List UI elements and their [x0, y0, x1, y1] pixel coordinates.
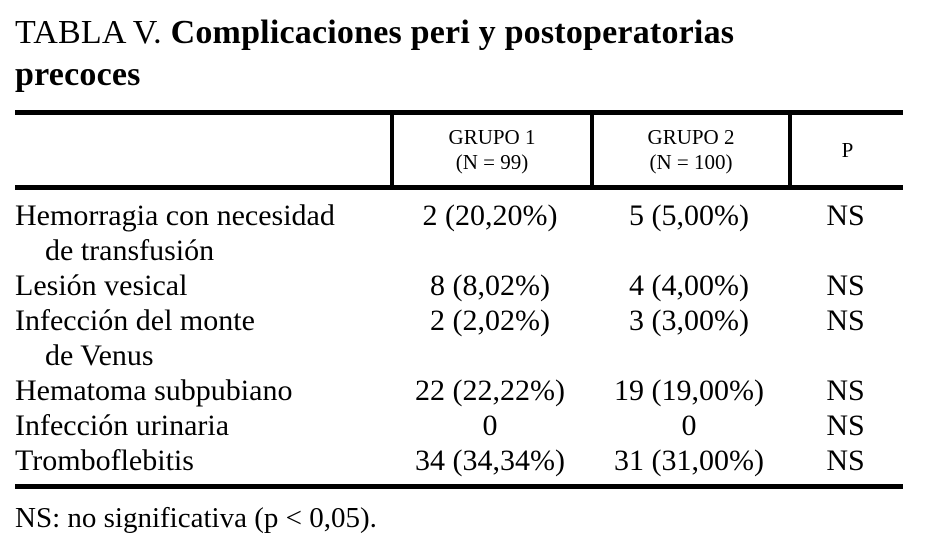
- row-label-cell: Infección urinaria: [15, 408, 390, 443]
- complications-table: GRUPO 1 (N = 99) GRUPO 2 (N = 100) P Hem…: [15, 110, 903, 489]
- row-label-line1: Infección urinaria: [15, 409, 230, 442]
- table-header-row: GRUPO 1 (N = 99) GRUPO 2 (N = 100) P: [15, 115, 903, 190]
- grupo2-value: 4 (4,00%): [629, 269, 749, 302]
- table-title-text: Complicaciones peri y postoperatorias pr…: [15, 14, 735, 93]
- table-number-label: TABLA V.: [15, 14, 162, 51]
- row-label-line1: Lesión vesical: [15, 269, 188, 302]
- row-label-cell: Lesión vesical: [15, 268, 390, 303]
- row-label-cell: Tromboflebitis: [15, 443, 390, 478]
- row-label-line1: Hematoma subpubiano: [15, 374, 293, 407]
- grupo2-value: 5 (5,00%): [629, 199, 749, 232]
- grupo2-value: 31 (31,00%): [614, 444, 764, 477]
- table-row: Infección del monte de Venus 2 (2,02%) 3…: [15, 303, 903, 373]
- header-cell-p: P: [788, 115, 903, 185]
- grupo1-value: 34 (34,34%): [415, 444, 565, 477]
- grupo2-value: 0: [681, 409, 697, 442]
- paper-table-page: TABLA V. Complicaciones peri y postopera…: [15, 12, 903, 534]
- grupo1-value: 2 (2,02%): [430, 304, 550, 337]
- header-sublabel: (N = 99): [455, 150, 529, 174]
- header-cell-empty: [15, 115, 390, 185]
- p-value: NS: [826, 304, 865, 337]
- row-label-cell: Infección del monte de Venus: [15, 303, 390, 373]
- grupo1-value: 8 (8,02%): [430, 269, 550, 302]
- p-value: NS: [826, 269, 865, 302]
- p-value: NS: [826, 444, 865, 477]
- header-sublabel: (N = 100): [649, 150, 733, 174]
- header-cell-grupo1: GRUPO 1 (N = 99): [390, 115, 590, 185]
- p-value: NS: [826, 374, 865, 407]
- header-label: GRUPO 1: [448, 125, 536, 149]
- row-label-line1: Infección del monte: [15, 304, 255, 337]
- grupo2-value: 3 (3,00%): [629, 304, 749, 337]
- header-label: P: [841, 137, 854, 162]
- table-row: Tromboflebitis 34 (34,34%) 31 (31,00%) N…: [15, 443, 903, 478]
- table-body: Hemorragia con necesidad de transfusión …: [15, 190, 903, 484]
- row-label-line2: de Venus: [45, 339, 154, 372]
- table-row: Lesión vesical 8 (8,02%) 4 (4,00%) NS: [15, 268, 903, 303]
- header-cell-grupo2: GRUPO 2 (N = 100): [590, 115, 788, 185]
- p-value: NS: [826, 409, 865, 442]
- row-label-line1: Hemorragia con necesidad: [15, 199, 335, 232]
- table-row: Hematoma subpubiano 22 (22,22%) 19 (19,0…: [15, 373, 903, 408]
- row-label-line2: de transfusión: [45, 234, 215, 267]
- row-label-cell: Hematoma subpubiano: [15, 373, 390, 408]
- p-value: NS: [826, 199, 865, 232]
- table-row: Infección urinaria 0 0 NS: [15, 408, 903, 443]
- row-label-line1: Tromboflebitis: [15, 444, 194, 477]
- header-label: GRUPO 2: [647, 125, 735, 149]
- grupo2-value: 19 (19,00%): [614, 374, 764, 407]
- grupo1-value: 0: [482, 409, 498, 442]
- table-title: TABLA V. Complicaciones peri y postopera…: [15, 12, 865, 96]
- table-row: Hemorragia con necesidad de transfusión …: [15, 198, 903, 268]
- grupo1-value: 2 (20,20%): [422, 199, 558, 232]
- grupo1-value: 22 (22,22%): [415, 374, 565, 407]
- table-footnote: NS: no significativa (p < 0,05).: [15, 502, 377, 534]
- row-label-cell: Hemorragia con necesidad de transfusión: [15, 198, 390, 268]
